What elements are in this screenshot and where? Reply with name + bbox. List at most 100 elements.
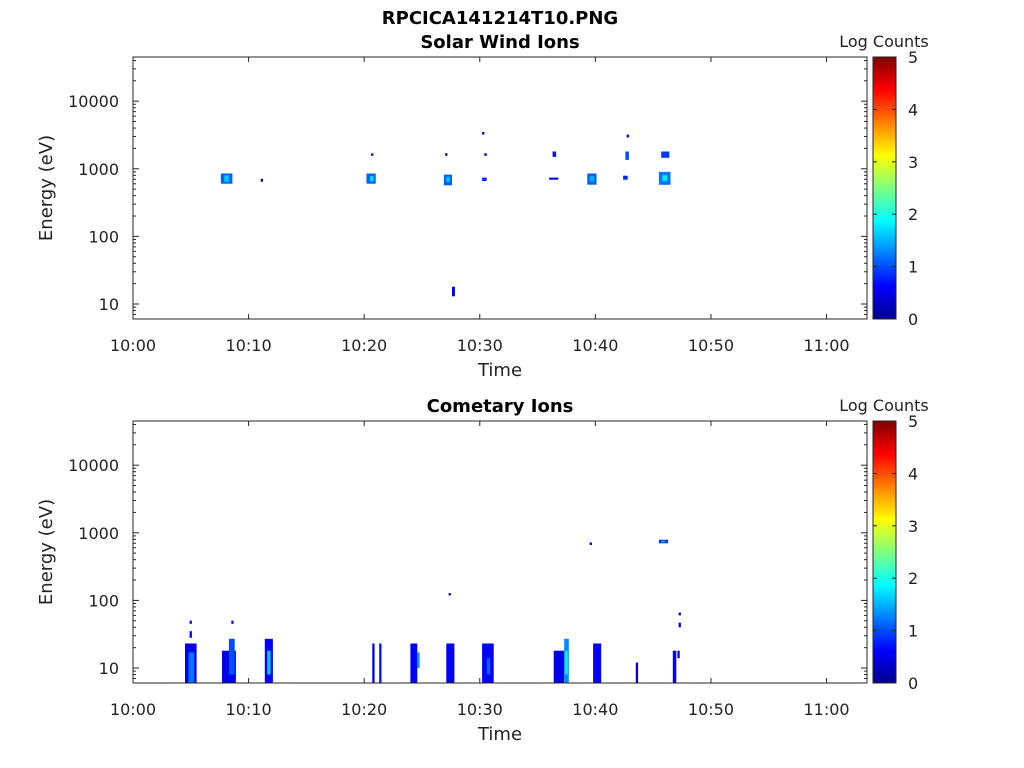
heatmap-cell [626, 134, 629, 138]
heatmap-cell [446, 176, 450, 182]
heatmap-cell [678, 612, 681, 616]
heatmap-cells [185, 539, 681, 683]
heatmap-cells [220, 132, 671, 297]
y-tick-label: 100 [88, 227, 119, 246]
heatmap-cell [417, 652, 420, 668]
y-axis-ticks: 10 100 1000 10000 [68, 423, 867, 684]
panel-title: Solar Wind Ions [420, 32, 579, 53]
plot-area [133, 421, 867, 683]
colorbar-label: Log Counts [839, 396, 929, 415]
heatmap-cell [228, 638, 235, 675]
colorbar-tick-label: 4 [908, 464, 918, 483]
heatmap-cell [486, 658, 491, 675]
heatmap-cell [445, 153, 448, 156]
heatmap-cell [484, 153, 487, 156]
x-tick-label: 10:20 [341, 336, 387, 355]
heatmap-cell [672, 650, 677, 683]
y-axis-label: Energy (eV) [36, 499, 57, 605]
panel-cometary: Cometary Ions 10:00 10:10 10:20 10:30 10:40 1… [36, 396, 929, 745]
colorbar-tick-label: 1 [908, 258, 918, 277]
x-tick-label: 10:30 [457, 336, 503, 355]
heatmap-cell [448, 593, 451, 596]
y-tick-label: 10 [99, 295, 119, 314]
heatmap-cell [678, 622, 681, 628]
heatmap-cell [565, 650, 568, 675]
heatmap-cell [623, 175, 628, 180]
x-tick-label: 10:10 [226, 700, 272, 719]
heatmap-cell [635, 662, 639, 683]
heatmap-cell [260, 178, 263, 182]
heatmap-cell [446, 643, 455, 683]
heatmap-cell [189, 631, 192, 638]
y-tick-label: 10000 [68, 92, 119, 111]
heatmap-cell [410, 643, 418, 683]
colorbar-tick-label: 1 [908, 622, 918, 641]
heatmap-cell [372, 643, 375, 683]
heatmap-cell [452, 286, 455, 297]
x-axis-ticks: 10:00 10:10 10:20 10:30 10:40 10:50 11:00 [110, 57, 850, 355]
y-tick-label: 1000 [78, 524, 119, 543]
plot-frame [132, 56, 868, 320]
heatmap-cell [589, 176, 595, 182]
colorbar-tick-label: 3 [908, 153, 918, 172]
heatmap-cell [267, 650, 271, 675]
x-axis-label: Time [477, 724, 522, 745]
x-tick-label: 10:40 [572, 700, 618, 719]
figure-title: RPCICA141214T10.PNG [382, 8, 618, 29]
heatmap-cell [662, 175, 667, 181]
x-tick-label: 11:00 [803, 700, 849, 719]
panel-title: Cometary Ions [427, 396, 574, 417]
y-tick-label: 1000 [78, 160, 119, 179]
colorbar-tick-label: 5 [908, 412, 918, 431]
x-tick-label: 11:00 [803, 336, 849, 355]
heatmap-cell [661, 151, 670, 158]
x-tick-label: 10:20 [341, 700, 387, 719]
colorbar-tick-label: 0 [908, 310, 918, 329]
x-tick-label: 10:10 [226, 336, 272, 355]
heatmap-cell [553, 650, 565, 683]
heatmap-cell [482, 132, 485, 135]
heatmap-cell [661, 540, 665, 543]
colorbar-label: Log Counts [839, 32, 929, 51]
heatmap-cell [379, 643, 382, 683]
colorbar-ticks: 0 1 2 3 4 5 [873, 48, 918, 329]
heatmap-cell [593, 643, 602, 683]
plot-area [133, 57, 867, 319]
heatmap-cell [189, 620, 192, 624]
heatmap-cell [677, 650, 680, 659]
heatmap-cell [589, 542, 592, 545]
colorbar [872, 420, 897, 684]
x-tick-label: 10:30 [457, 700, 503, 719]
x-tick-label: 10:50 [688, 336, 734, 355]
heatmap-cell [370, 176, 374, 182]
y-tick-label: 10000 [68, 456, 119, 475]
colorbar-tick-label: 2 [908, 205, 918, 224]
heatmap-cell [188, 652, 195, 683]
heatmap-cell [231, 620, 234, 624]
heatmap-cell [625, 151, 629, 160]
plot-frame [132, 420, 868, 684]
x-tick-label: 10:50 [688, 700, 734, 719]
colorbar-tick-label: 2 [908, 569, 918, 588]
x-axis-label: Time [477, 360, 522, 381]
x-tick-label: 10:40 [572, 336, 618, 355]
panel-solar-wind: Solar Wind Ions 10:00 10:10 10:20 10:30 10:4… [36, 32, 929, 381]
y-axis-ticks: 10 100 1000 10000 [68, 59, 867, 320]
colorbar-tick-label: 0 [908, 674, 918, 693]
colorbar-tick-label: 4 [908, 100, 918, 119]
y-tick-label: 10 [99, 659, 119, 678]
x-tick-label: 10:00 [110, 336, 156, 355]
colorbar-ticks: 0 1 2 3 4 5 [873, 412, 918, 693]
y-tick-label: 100 [88, 591, 119, 610]
y-axis-label: Energy (eV) [36, 135, 57, 241]
colorbar [872, 56, 897, 320]
heatmap-cell [224, 175, 229, 182]
heatmap-cell [552, 151, 557, 157]
heatmap-cell [371, 153, 374, 156]
colorbar-tick-label: 5 [908, 48, 918, 67]
heatmap-cell [482, 177, 487, 181]
heatmap-cell [549, 177, 559, 180]
x-tick-label: 10:00 [110, 700, 156, 719]
colorbar-tick-label: 3 [908, 517, 918, 536]
